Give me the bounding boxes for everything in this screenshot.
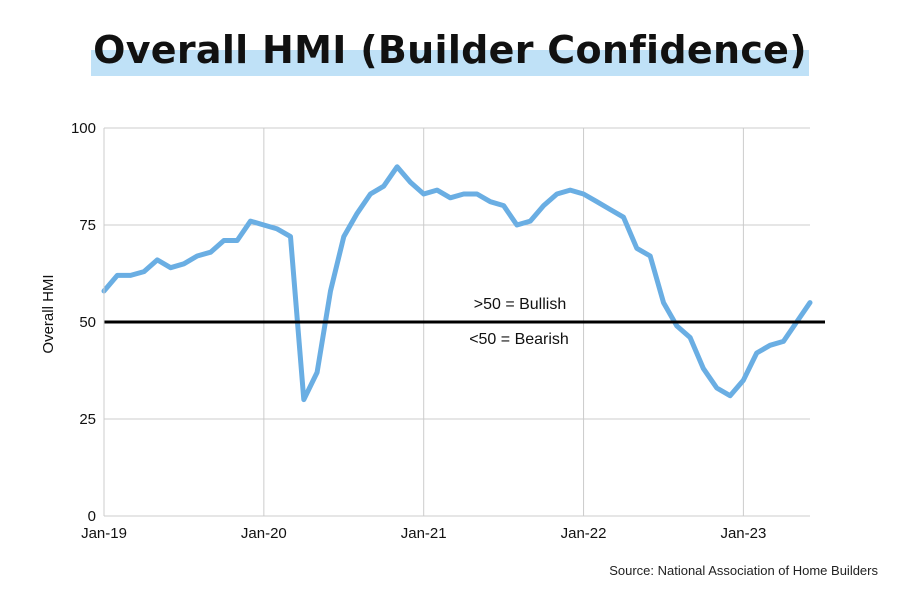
y-tick-label: 25	[79, 411, 96, 428]
x-tick-label: Jan-22	[561, 525, 607, 542]
y-tick-label: 100	[71, 120, 96, 137]
y-tick-label: 75	[79, 217, 96, 234]
y-tick-label: 0	[88, 508, 96, 525]
x-tick-label: Jan-21	[401, 525, 447, 542]
x-tick-label: Jan-19	[81, 525, 127, 542]
chart-title: Overall HMI (Builder Confidence)	[93, 28, 807, 72]
chart-title-wrap: Overall HMI (Builder Confidence)	[0, 28, 900, 76]
threshold-label-bullish: >50 = Bullish	[474, 296, 567, 313]
y-tick-label: 50	[79, 314, 96, 331]
x-tick-label: Jan-23	[720, 525, 766, 542]
hmi-series-line	[101, 164, 813, 403]
title-highlight: Overall HMI (Builder Confidence)	[91, 28, 809, 76]
y-axis-label: Overall HMI	[40, 274, 57, 353]
threshold-label-bearish: <50 = Bearish	[469, 331, 569, 348]
source-note: Source: National Association of Home Bui…	[609, 563, 878, 578]
x-tick-label: Jan-20	[241, 525, 287, 542]
